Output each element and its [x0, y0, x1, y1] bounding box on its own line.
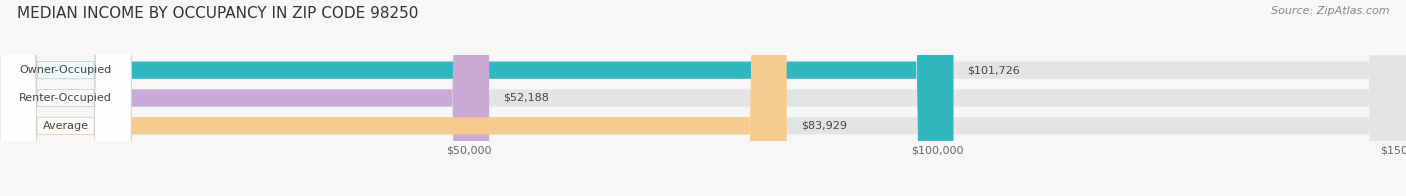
Text: Average: Average	[42, 121, 89, 131]
Text: MEDIAN INCOME BY OCCUPANCY IN ZIP CODE 98250: MEDIAN INCOME BY OCCUPANCY IN ZIP CODE 9…	[17, 6, 418, 21]
Text: Renter-Occupied: Renter-Occupied	[20, 93, 112, 103]
FancyBboxPatch shape	[0, 0, 131, 196]
FancyBboxPatch shape	[0, 0, 131, 196]
Text: $83,929: $83,929	[801, 121, 846, 131]
FancyBboxPatch shape	[0, 0, 787, 196]
Text: Source: ZipAtlas.com: Source: ZipAtlas.com	[1271, 6, 1389, 16]
FancyBboxPatch shape	[0, 0, 131, 196]
Text: $101,726: $101,726	[967, 65, 1021, 75]
Text: $52,188: $52,188	[503, 93, 550, 103]
Text: Owner-Occupied: Owner-Occupied	[20, 65, 111, 75]
FancyBboxPatch shape	[0, 0, 489, 196]
FancyBboxPatch shape	[0, 0, 953, 196]
